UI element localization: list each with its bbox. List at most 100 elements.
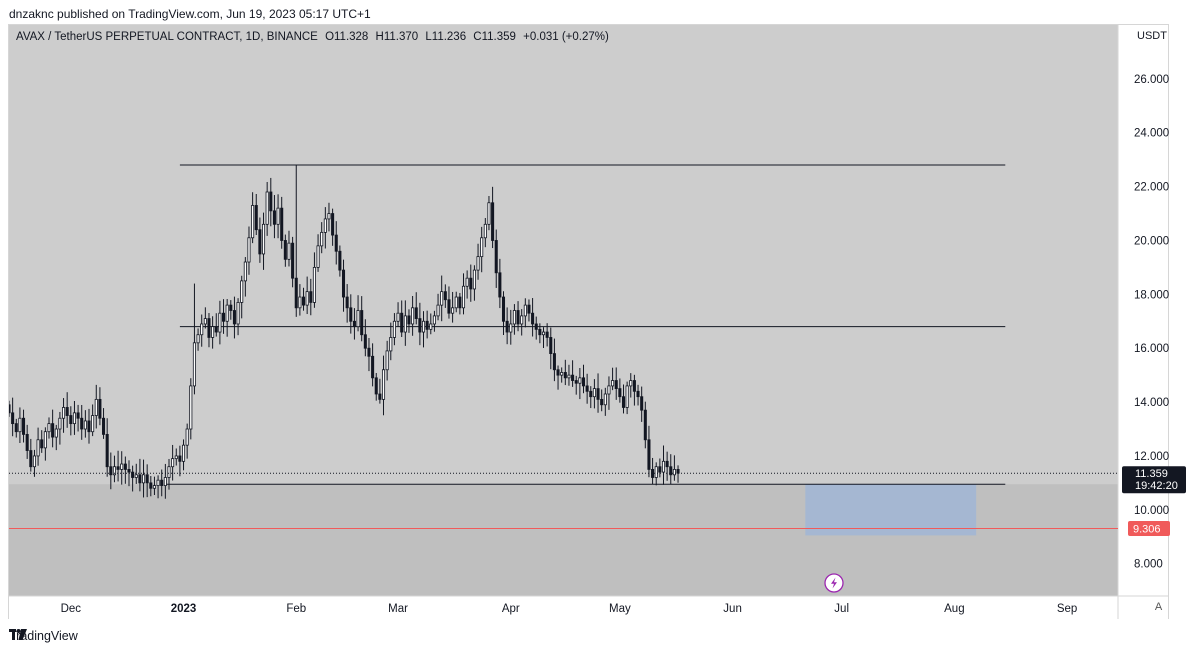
candle-body <box>272 210 276 225</box>
candle <box>389 322 393 361</box>
symbol-name[interactable]: AVAX / TetherUS PERPETUAL CONTRACT, 1D, … <box>16 31 318 43</box>
candle <box>352 308 356 340</box>
candle <box>338 245 342 277</box>
candle <box>294 165 298 317</box>
candle <box>447 286 451 319</box>
candle-body <box>112 466 116 476</box>
symbol-legend: AVAX / TetherUS PERPETUAL CONTRACT, 1D, … <box>16 31 613 43</box>
candle <box>661 445 666 485</box>
candle <box>571 360 575 387</box>
candle-body <box>94 398 98 416</box>
candle-body <box>443 291 447 301</box>
candle-body <box>109 466 113 476</box>
time-tick-label: Jun <box>723 603 742 615</box>
time-tick-label: May <box>609 603 631 615</box>
candle-body <box>254 205 258 231</box>
candle-body <box>22 417 26 435</box>
candle <box>218 300 222 345</box>
candle-body <box>192 342 196 387</box>
candle <box>396 302 400 327</box>
candle <box>72 401 76 435</box>
candle <box>11 397 15 437</box>
candle <box>443 284 447 308</box>
candle-body <box>636 390 640 398</box>
candle-body <box>647 439 651 470</box>
candle-body <box>611 380 615 387</box>
candle-body <box>211 326 215 338</box>
candle <box>541 327 546 349</box>
candle <box>80 404 84 440</box>
candle-body <box>614 380 618 390</box>
candle-body <box>251 205 255 239</box>
candle <box>538 323 542 344</box>
candle <box>131 465 135 492</box>
candle <box>607 376 611 410</box>
candle-body <box>91 415 95 433</box>
candle-body <box>127 469 131 473</box>
candle <box>611 367 615 391</box>
candle <box>182 439 186 471</box>
auto-scale-button[interactable]: A <box>1154 601 1163 613</box>
candle <box>280 196 284 249</box>
candle <box>102 408 106 439</box>
candle-body <box>352 320 356 328</box>
footer-brand[interactable]: TradingView <box>9 629 78 643</box>
candle <box>392 313 396 346</box>
candle-body <box>341 269 346 298</box>
candle-body <box>483 223 487 239</box>
candle <box>494 229 498 288</box>
candle-body <box>491 202 495 241</box>
candle <box>178 445 182 477</box>
candle <box>476 243 480 280</box>
candle <box>211 316 215 349</box>
candle-body <box>207 318 211 338</box>
candle <box>545 323 549 347</box>
candle-body <box>83 420 87 430</box>
candle-body <box>621 396 626 408</box>
currency-label[interactable]: USDT <box>1137 30 1167 42</box>
candle-body <box>25 433 29 451</box>
candle-body <box>323 218 327 233</box>
candle-body <box>51 423 55 438</box>
candle <box>40 430 44 453</box>
candle-body <box>301 296 306 306</box>
candle-body <box>105 433 109 468</box>
target-box[interactable] <box>805 484 977 536</box>
candle <box>287 230 291 267</box>
footer-brand-label: TradingView <box>9 629 78 643</box>
candle-body <box>592 388 596 398</box>
candle-body <box>556 369 560 376</box>
candle-body <box>421 320 426 333</box>
time-tick-label: Sep <box>1057 603 1077 615</box>
candle <box>29 438 33 472</box>
candle <box>461 273 466 315</box>
candle <box>291 236 295 288</box>
candle-body <box>214 326 218 333</box>
candle <box>163 463 167 499</box>
candle-body <box>552 353 556 371</box>
candle-body <box>232 310 236 325</box>
candle-body <box>640 396 644 411</box>
event-icon[interactable] <box>824 573 844 593</box>
candle-body <box>516 310 520 325</box>
candle-body <box>501 296 506 322</box>
candle-body <box>65 407 69 416</box>
candle-body <box>312 267 316 303</box>
candle-body <box>265 191 269 225</box>
candle <box>527 299 531 322</box>
candle <box>640 386 644 422</box>
candle <box>636 384 640 406</box>
candle <box>98 387 102 426</box>
candle <box>331 208 335 246</box>
tradingview-logo-icon <box>9 629 27 640</box>
candle <box>567 364 571 386</box>
candle <box>585 373 589 404</box>
candle-body <box>316 245 320 268</box>
candle-body <box>123 463 127 470</box>
candle <box>145 464 149 498</box>
price-tick-label: 24.000 <box>1134 128 1169 140</box>
candle <box>556 365 560 390</box>
time-axis-background <box>9 596 1168 619</box>
candle <box>374 372 378 401</box>
